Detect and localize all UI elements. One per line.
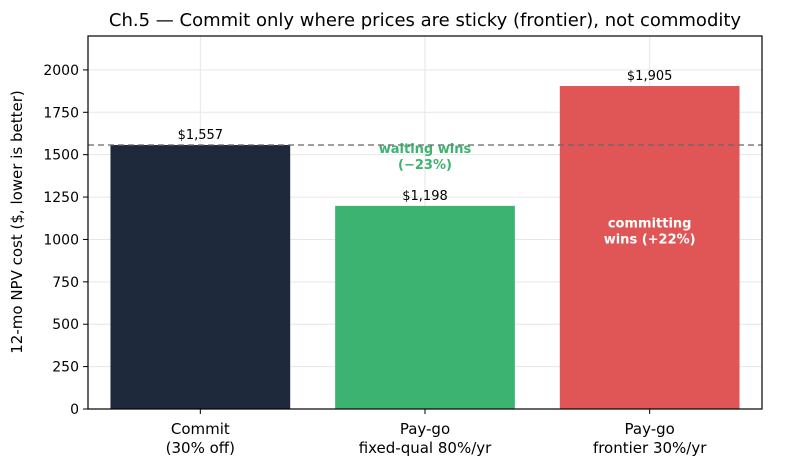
bar-value-label: $1,905 [627, 69, 673, 84]
bar [110, 145, 291, 409]
x-tick-label: (30% off) [166, 439, 235, 457]
annotation-text: (−23%) [398, 158, 452, 173]
y-tick-label: 1000 [43, 232, 79, 248]
bars [110, 86, 740, 410]
x-tick-label: fixed-qual 80%/yr [359, 439, 492, 457]
y-tick-label: 750 [52, 275, 79, 291]
y-tick-label: 250 [52, 360, 79, 376]
x-tick-label: Pay-go [625, 420, 675, 438]
annotation-text: waiting wins [379, 142, 472, 157]
bar [559, 86, 740, 410]
annotation-text: committing [608, 217, 692, 232]
y-tick-label: 1750 [43, 105, 79, 121]
bar-value-label: $1,557 [178, 128, 224, 143]
y-tick-label: 0 [70, 402, 79, 418]
x-tick-label: frontier 30%/yr [593, 439, 707, 457]
labels: $1,557 $1,198 $1,905 waiting wins(−23%) comm… [178, 69, 696, 248]
bar-value-label: $1,198 [402, 189, 448, 204]
x-tick-label: Pay-go [400, 420, 450, 438]
y-tick-label: 1500 [43, 148, 79, 164]
y-tick-label: 2000 [43, 63, 79, 79]
chart-title: Ch.5 — Commit only where prices are stic… [109, 10, 742, 31]
y-axis-label: 12-mo NPV cost ($, lower is better) [8, 90, 26, 353]
y-tick-label: 1250 [43, 190, 79, 206]
bar [335, 205, 515, 409]
x-tick-label: Commit [171, 420, 230, 438]
y-tick-label: 500 [52, 317, 79, 333]
axes: 0 250 500 750 1000 1250 1500 1750 2000 Commit(30%… [43, 63, 707, 457]
annotation-text: wins (+22%) [604, 233, 696, 248]
